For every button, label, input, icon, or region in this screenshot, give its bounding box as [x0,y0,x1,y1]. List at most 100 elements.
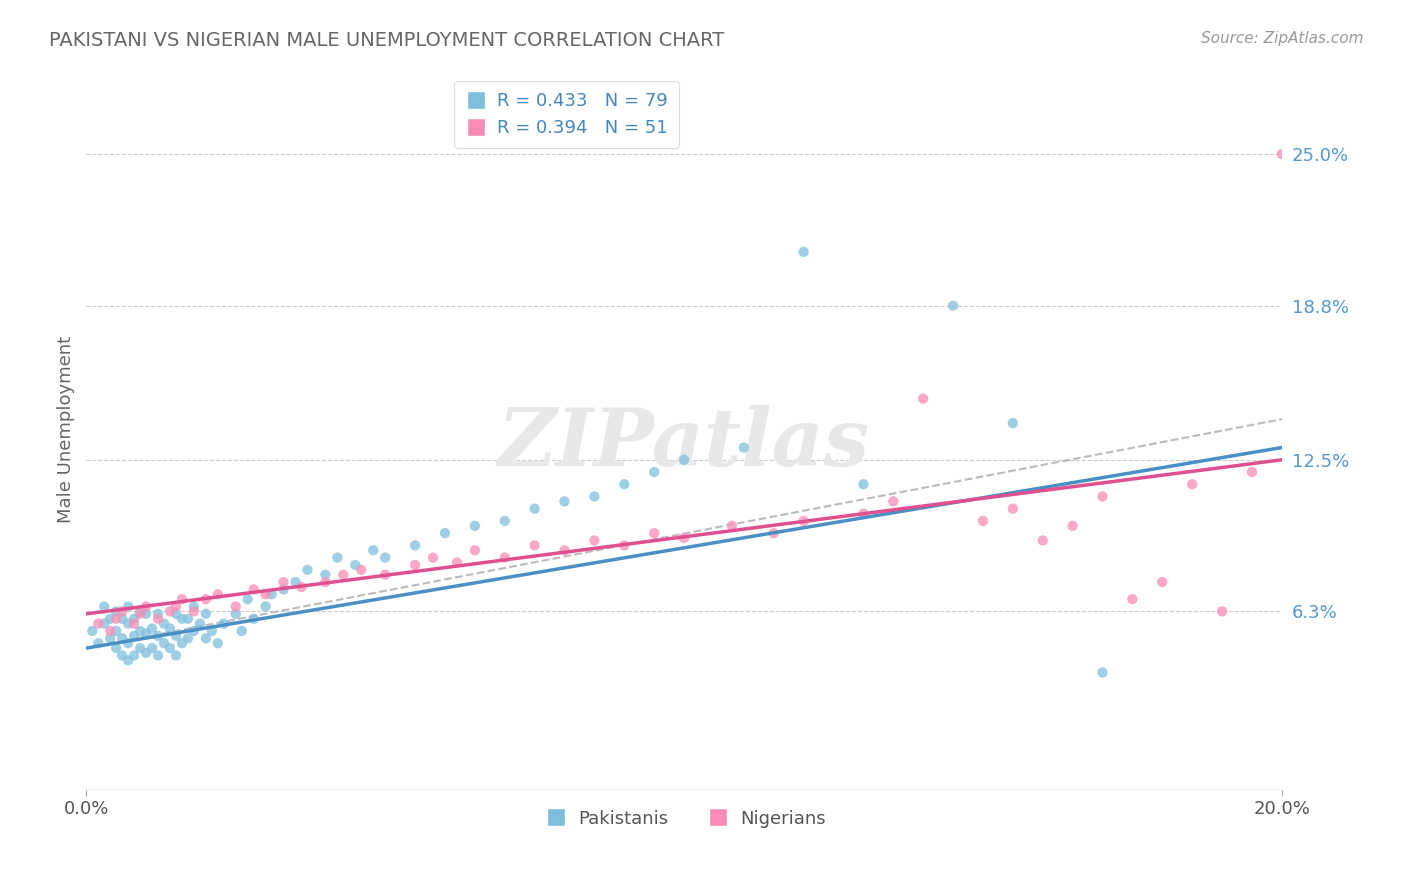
Point [613,477,636,491]
Point [117,616,139,631]
Point [159,641,181,656]
Point [1121,592,1143,607]
Point [194,632,217,646]
Point [494,550,516,565]
Point [98,612,121,626]
Point [105,641,128,656]
Point [183,604,205,618]
Point [254,599,277,614]
Point [254,587,277,601]
Point [494,514,516,528]
Point [464,543,486,558]
Point [284,575,307,590]
Point [1211,604,1233,618]
Point [146,607,169,621]
Point [111,632,134,646]
Point [225,607,247,621]
Point [523,538,546,552]
Point [1001,416,1024,430]
Point [523,501,546,516]
Point [170,612,193,626]
Point [404,538,426,552]
Point [583,490,606,504]
Point [912,392,935,406]
Point [177,632,200,646]
Point [793,244,815,259]
Point [135,646,157,660]
Point [326,550,349,565]
Point [1032,533,1054,548]
Point [260,587,283,601]
Point [146,612,169,626]
Point [129,624,152,638]
Y-axis label: Male Unemployment: Male Unemployment [58,335,75,523]
Point [446,556,468,570]
Point [643,465,665,479]
Point [273,582,295,597]
Point [82,624,104,638]
Point [165,607,187,621]
Point [105,604,128,618]
Point [852,507,875,521]
Point [117,636,139,650]
Point [183,624,205,638]
Text: ZIPatlas: ZIPatlas [498,405,870,483]
Point [1181,477,1204,491]
Point [111,604,134,618]
Point [159,604,181,618]
Point [344,558,367,572]
Point [643,526,665,541]
Point [129,604,152,618]
Point [242,612,264,626]
Point [111,648,134,663]
Point [141,622,163,636]
Point [122,648,145,663]
Point [98,632,121,646]
Point [117,653,139,667]
Point [146,648,169,663]
Point [314,575,336,590]
Point [122,629,145,643]
Point [374,567,396,582]
Point [554,494,576,508]
Point [721,518,744,533]
Point [146,629,169,643]
Point [194,592,217,607]
Point [242,582,264,597]
Text: Source: ZipAtlas.com: Source: ZipAtlas.com [1201,31,1364,46]
Point [129,641,152,656]
Point [153,616,176,631]
Point [673,531,696,545]
Point [129,607,152,621]
Point [207,636,229,650]
Point [297,563,319,577]
Point [135,599,157,614]
Point [111,612,134,626]
Legend: Pakistanis, Nigerians: Pakistanis, Nigerians [534,803,834,835]
Point [236,592,259,607]
Point [733,441,755,455]
Point [1152,575,1174,590]
Point [361,543,384,558]
Point [1001,501,1024,516]
Point [422,550,444,565]
Point [170,592,193,607]
Point [1240,465,1263,479]
Point [852,477,875,491]
Point [1091,490,1114,504]
Point [374,550,396,565]
Point [673,452,696,467]
Point [165,648,187,663]
Point [93,616,115,631]
Point [350,563,373,577]
Point [1271,147,1294,161]
Point [183,599,205,614]
Point [762,526,785,541]
Point [135,607,157,621]
Point [332,567,354,582]
Point [1091,665,1114,680]
Point [105,612,128,626]
Point [87,616,110,631]
Point [554,543,576,558]
Point [404,558,426,572]
